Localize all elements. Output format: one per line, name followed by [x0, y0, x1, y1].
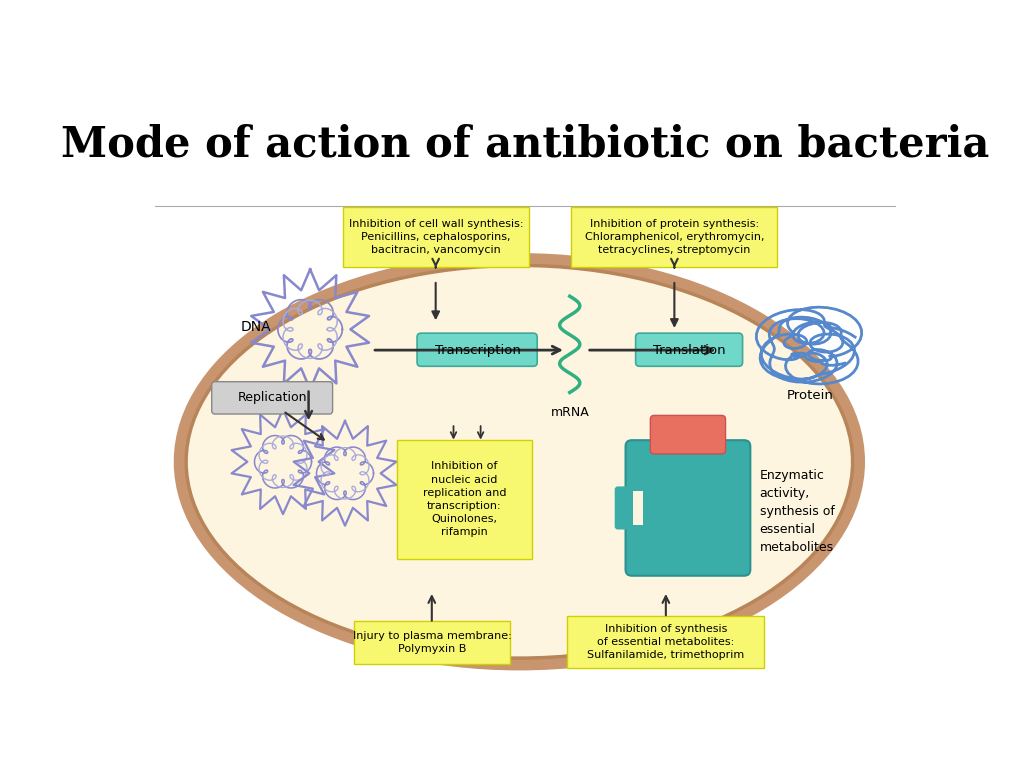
Text: Enzymatic
activity,
synthesis of
essential
metabolites: Enzymatic activity, synthesis of essenti…	[760, 469, 835, 554]
Text: Injury to plasma membrane:
Polymyxin B: Injury to plasma membrane: Polymyxin B	[353, 631, 512, 654]
Ellipse shape	[186, 266, 853, 658]
FancyBboxPatch shape	[614, 486, 643, 529]
FancyBboxPatch shape	[633, 491, 643, 525]
FancyBboxPatch shape	[354, 621, 510, 664]
Text: Replication: Replication	[238, 392, 307, 404]
Text: Translation: Translation	[652, 343, 725, 356]
FancyBboxPatch shape	[417, 333, 538, 366]
Text: Mode of action of antibiotic on bacteria: Mode of action of antibiotic on bacteria	[60, 124, 989, 166]
FancyBboxPatch shape	[212, 382, 333, 414]
FancyBboxPatch shape	[626, 440, 751, 576]
Text: Inhibition of cell wall synthesis:
Penicillins, cephalosporins,
bacitracin, vanc: Inhibition of cell wall synthesis: Penic…	[349, 219, 523, 255]
Text: Inhibition of
nucleic acid
replication and
transcription:
Quinolones,
rifampin: Inhibition of nucleic acid replication a…	[423, 462, 506, 538]
Text: Inhibition of synthesis
of essential metabolites:
Sulfanilamide, trimethoprim: Inhibition of synthesis of essential met…	[587, 624, 744, 660]
FancyBboxPatch shape	[343, 207, 529, 267]
FancyBboxPatch shape	[567, 616, 764, 668]
Text: DNA: DNA	[241, 320, 271, 334]
FancyBboxPatch shape	[397, 440, 531, 559]
Text: Transcription: Transcription	[434, 343, 520, 356]
FancyBboxPatch shape	[650, 415, 726, 454]
FancyBboxPatch shape	[636, 333, 742, 366]
Ellipse shape	[174, 253, 865, 670]
FancyBboxPatch shape	[571, 207, 777, 267]
Text: Inhibition of protein synthesis:
Chloramphenicol, erythromycin,
tetracyclines, s: Inhibition of protein synthesis: Chloram…	[585, 219, 764, 255]
Text: Protein: Protein	[786, 389, 834, 402]
Text: mRNA: mRNA	[550, 406, 589, 419]
